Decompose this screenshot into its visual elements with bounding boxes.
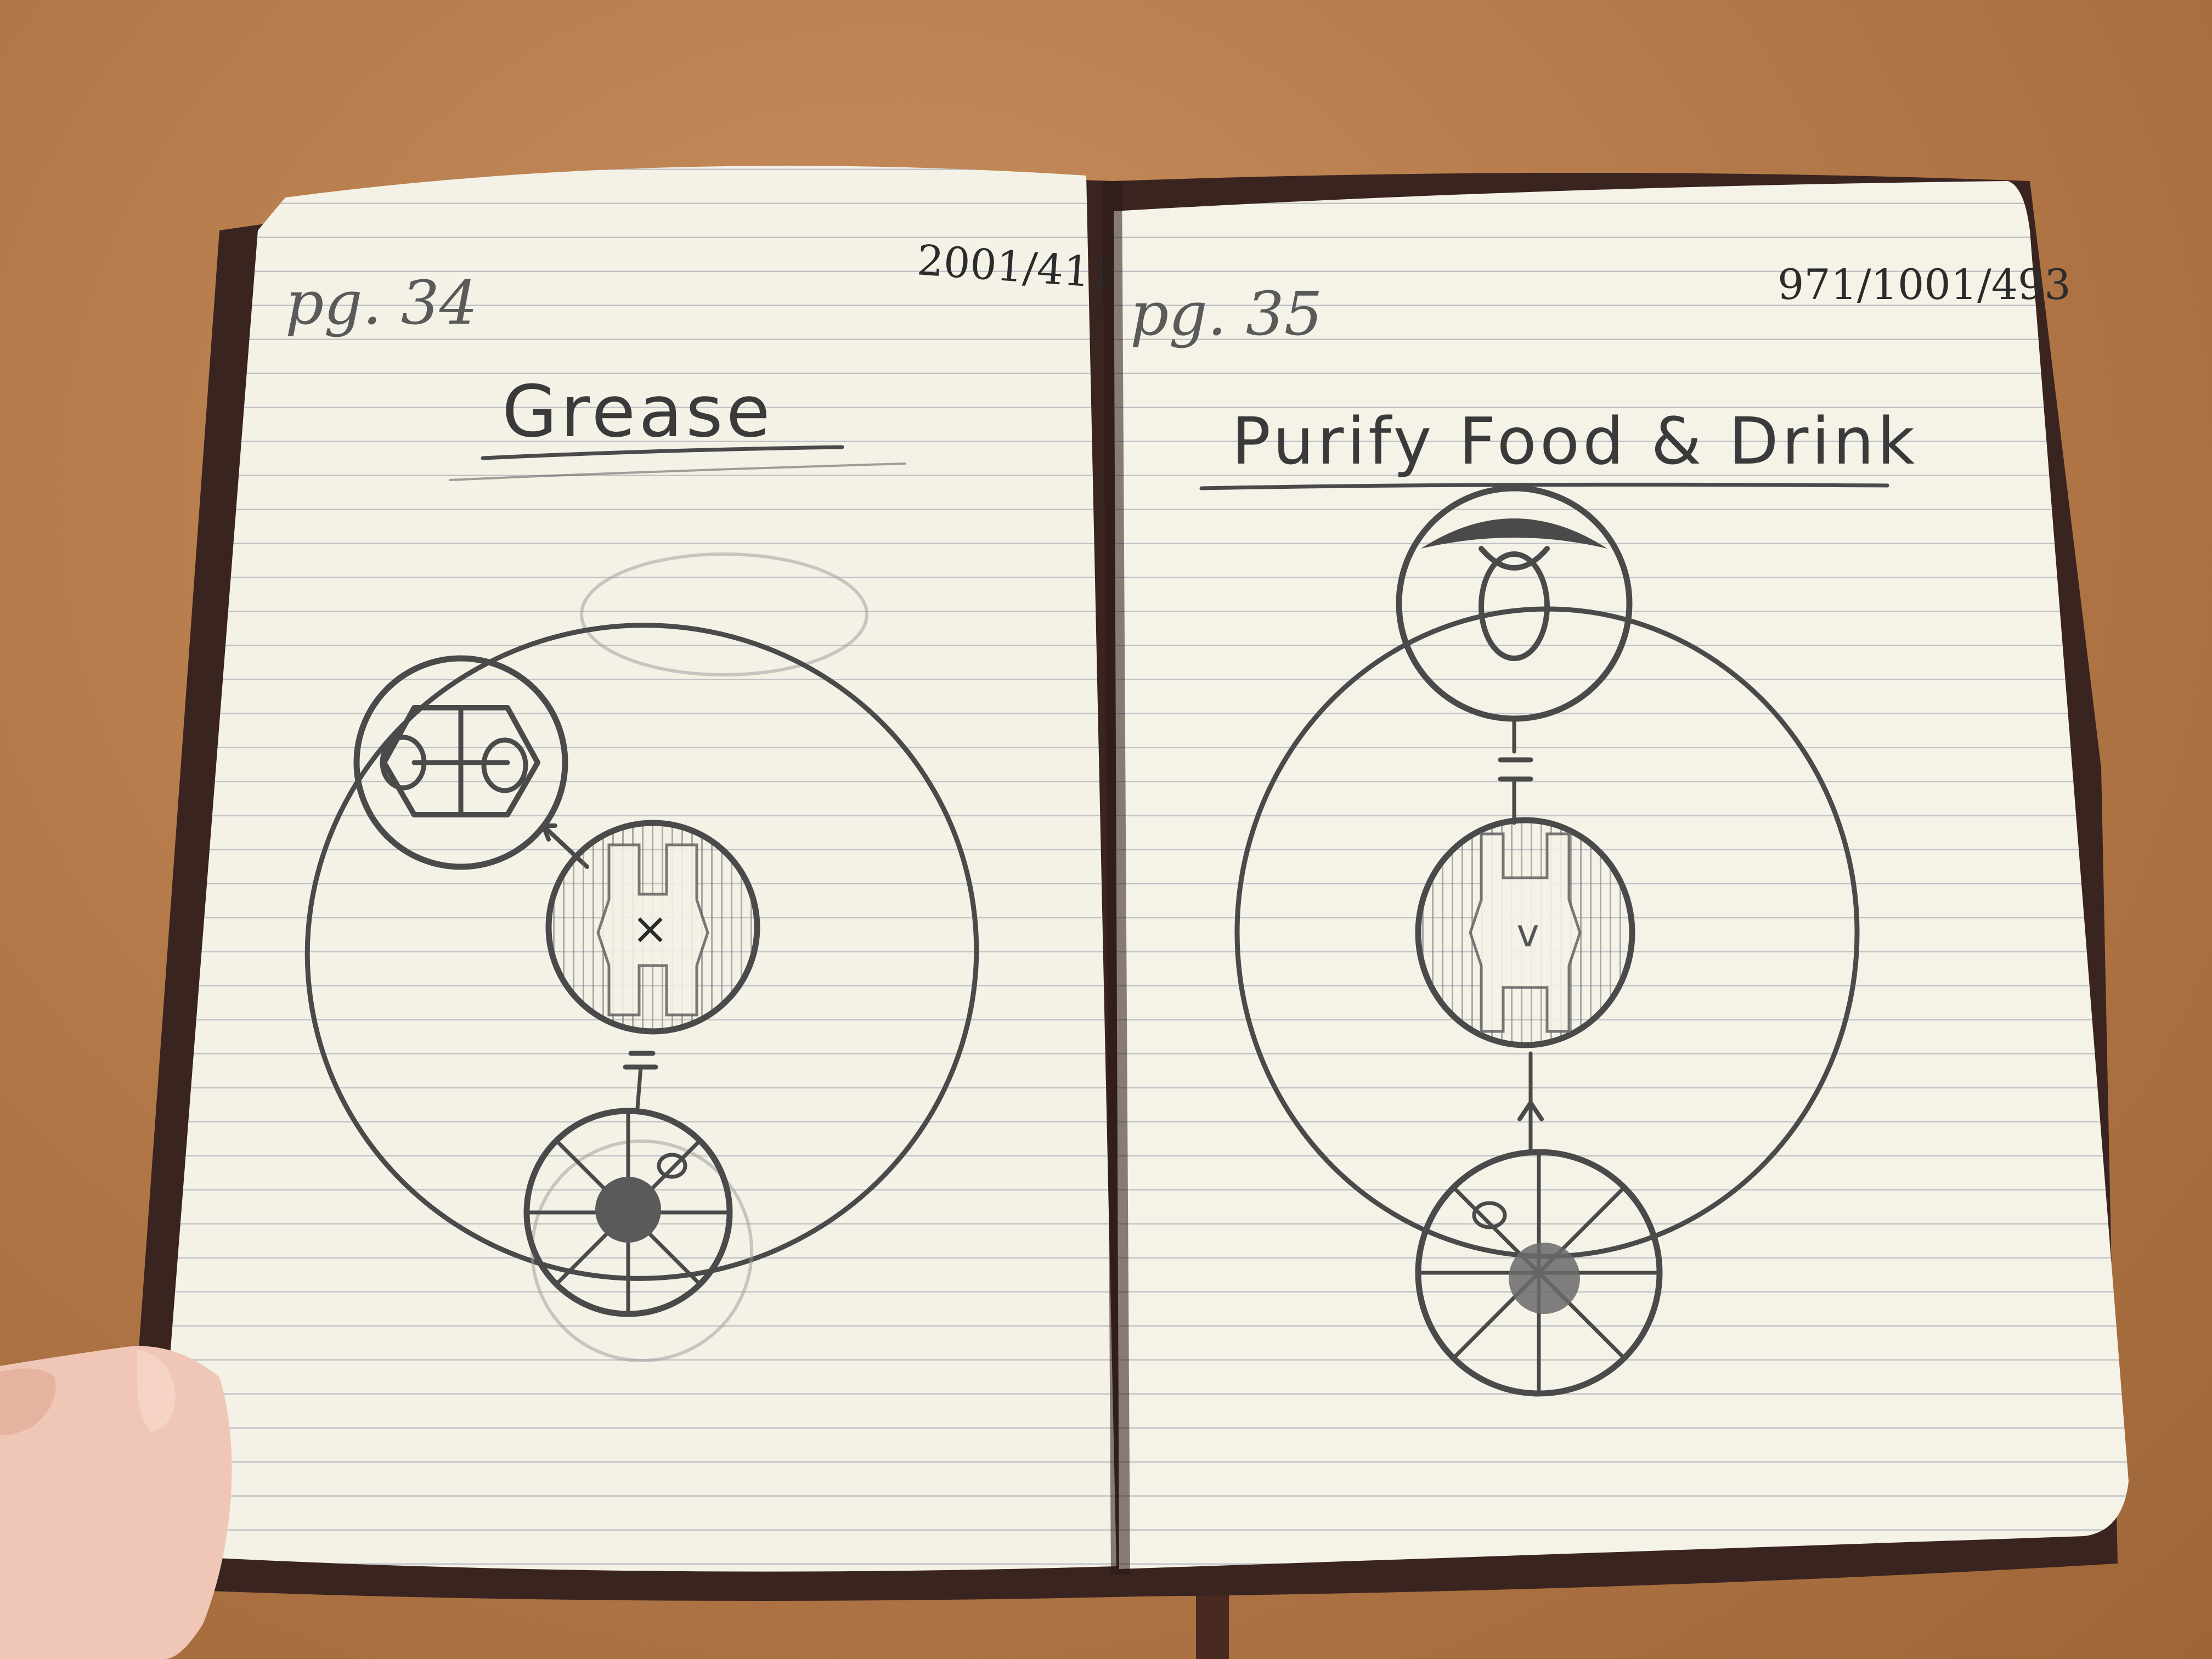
left-page-number: pg. 34 [285,268,478,338]
grease-glyph: × [304,552,979,1362]
left-page: pg. 34 2001/411/412 Grease × [165,166,1211,1572]
thumb [0,1346,232,1659]
right-page-number: pg. 35 [1130,279,1323,349]
purify-glyph: v [1234,485,1860,1397]
grease-center-mark: × [631,903,668,954]
right-page-title: Purify Food & Drink [1232,403,1918,479]
purify-center-mark: v [1516,911,1539,956]
right-page: pg. 35 971/1001/493 Purify Food & Drink … [1114,181,2129,1569]
left-title-underline [481,445,844,460]
left-page-title: Grease [502,370,774,453]
right-page-rules [1114,181,2129,1569]
right-page-date: 971/1001/493 [1778,260,2071,309]
right-title-underline [1199,482,1889,490]
gutter-shadow [1103,181,1130,1575]
